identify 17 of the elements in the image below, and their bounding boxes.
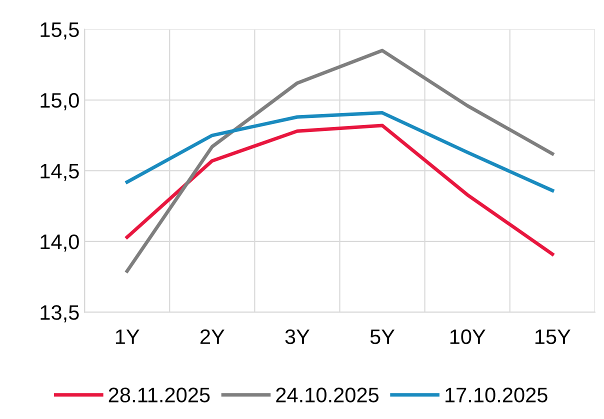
- x-tick-label: 10Y: [450, 329, 486, 344]
- line-series: [125, 48, 554, 273]
- line-series: [125, 111, 554, 192]
- legend-label: 17.10.2025: [446, 388, 548, 402]
- x-tick-label: 1Y: [116, 330, 140, 344]
- x-tick-label: 5Y: [370, 330, 395, 344]
- legend-label: 24.10.2025: [276, 388, 379, 402]
- legend-label: 28.11.2025: [108, 388, 210, 402]
- y-tick-label: 13,5: [40, 305, 79, 322]
- x-tick-label: 2Y: [200, 329, 224, 344]
- y-tick-label: 14,5: [40, 164, 79, 181]
- x-tick-label: 3Y: [285, 329, 310, 344]
- line-series: [125, 124, 554, 256]
- y-tick-label: 14,0: [40, 234, 79, 252]
- y-tick-label: 15,5: [40, 22, 79, 40]
- y-tick-label: 15,0: [40, 93, 79, 110]
- x-tick-label: 15Y: [535, 330, 570, 344]
